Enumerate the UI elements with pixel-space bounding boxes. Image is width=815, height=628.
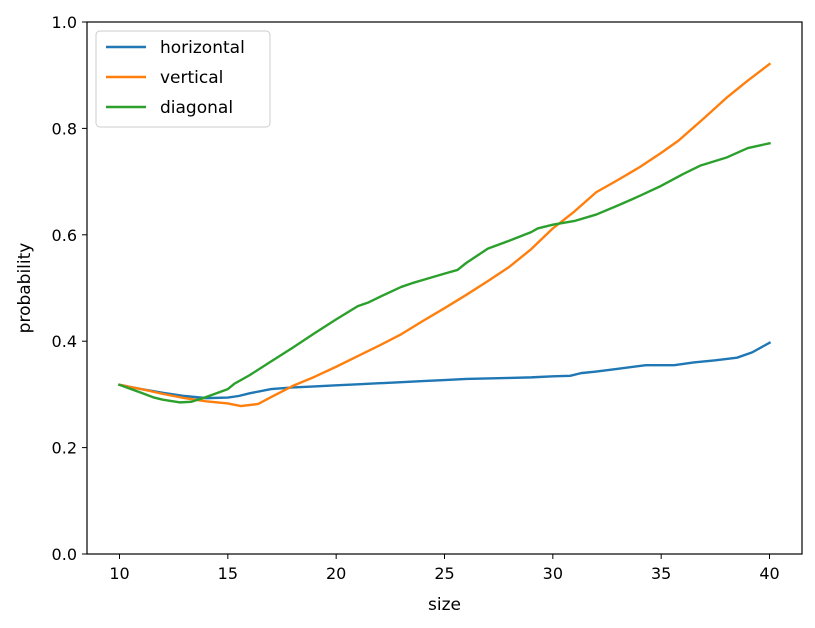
x-tick-label: 35 [651, 564, 671, 583]
legend-label-diagonal: diagonal [160, 98, 233, 118]
x-tick-label: 15 [218, 564, 238, 583]
legend: horizontal vertical diagonal [95, 30, 271, 128]
y-tick-label: 0.6 [52, 226, 77, 245]
x-tick-label: 30 [543, 564, 563, 583]
series-lines [117, 62, 772, 408]
legend-label-vertical: vertical [160, 68, 223, 88]
x-tick-label: 25 [434, 564, 454, 583]
series-line-diagonal [117, 141, 771, 404]
y-axis-label: probability [15, 243, 35, 334]
y-tick-label: 0.0 [52, 545, 77, 564]
y-tick-label: 0.4 [52, 332, 77, 351]
y-tick-label: 0.2 [52, 439, 77, 458]
series-line-vertical [118, 62, 772, 408]
legend-label-horizontal: horizontal [160, 38, 245, 58]
x-tick-label: 40 [759, 564, 779, 583]
y-axis-ticks: 0.0 0.2 0.4 0.6 0.8 1.0 [52, 13, 87, 564]
legend-box [95, 30, 271, 128]
x-tick-label: 10 [109, 564, 129, 583]
series-line-horizontal [118, 341, 772, 400]
x-tick-label: 20 [326, 564, 346, 583]
x-axis-ticks: 10 15 20 25 30 35 40 [109, 554, 780, 583]
x-axis-label: size [428, 595, 461, 615]
y-tick-label: 1.0 [52, 13, 77, 32]
y-tick-label: 0.8 [52, 119, 77, 138]
